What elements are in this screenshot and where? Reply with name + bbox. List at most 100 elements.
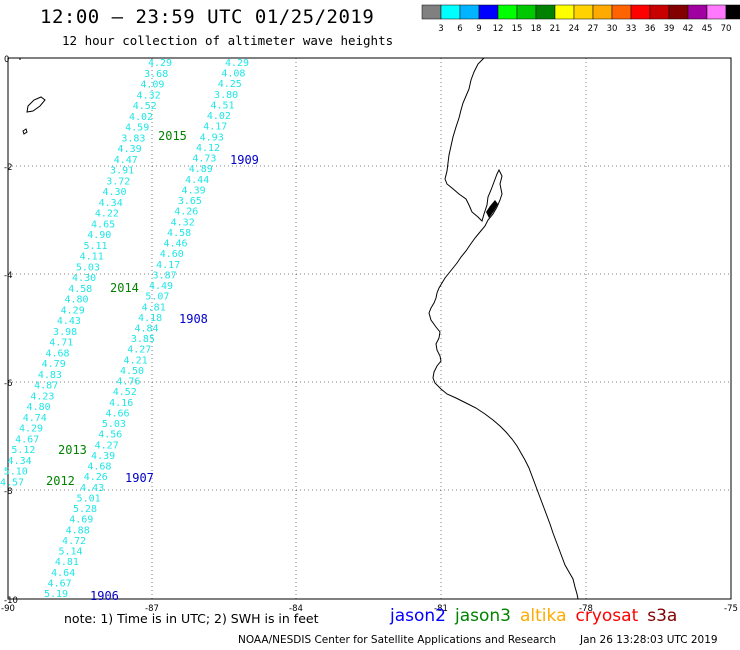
- swh-point: 4.80: [27, 402, 51, 413]
- x-tick-label: -81: [434, 604, 448, 614]
- coastline: [19, 57, 579, 600]
- satellite-cryosat: cryosat: [575, 606, 639, 626]
- swh-point: 3.85: [131, 334, 155, 345]
- swh-point: 4.16: [109, 398, 133, 409]
- scale-label: 33: [626, 24, 637, 34]
- swh-point: 4.22: [95, 209, 119, 220]
- swh-point: 4.71: [49, 338, 73, 349]
- swh-point: 3.91: [110, 166, 134, 177]
- scale-label: 6: [457, 24, 462, 34]
- x-tick-label: -78: [579, 604, 593, 614]
- satellite-jason2: jason2: [390, 606, 446, 626]
- cycle-label: 2013: [58, 443, 87, 457]
- swh-point: 4.81: [55, 557, 79, 568]
- swh-point: 3.80: [214, 90, 238, 101]
- map-subtitle: 12 hour collection of altimeter wave hei…: [62, 33, 394, 48]
- cycle-label: 2015: [158, 129, 187, 143]
- swh-point: 4.72: [62, 536, 86, 547]
- swh-point: 4.80: [64, 295, 88, 306]
- y-tick-label: -2: [4, 163, 12, 173]
- scale-label: 42: [683, 24, 694, 34]
- swh-point: 4.02: [129, 112, 153, 123]
- scale-label: 39: [664, 24, 675, 34]
- scale-label: 21: [550, 24, 561, 34]
- swh-point: 4.67: [15, 434, 39, 445]
- swh-point: 5.19: [44, 589, 68, 600]
- swh-point: 5.14: [58, 547, 82, 558]
- y-tick-label: -8: [4, 487, 12, 497]
- axis-ticks: -90 -87 -84 -81 -78 -75 0 -2 -4 -6 -8 -10: [1, 55, 738, 614]
- swh-point: 5.28: [73, 504, 97, 515]
- swh-point: 4.39: [182, 185, 206, 196]
- swh-point: 3.72: [106, 176, 130, 187]
- swh-point: 4.68: [87, 462, 111, 473]
- cycle-labels: 2015 1909 2014 1908 2013 2012 1907 1906: [46, 129, 259, 603]
- swh-point: 4.69: [69, 515, 93, 526]
- swh-point: 4.11: [80, 252, 104, 263]
- x-tick-label: -90: [1, 604, 15, 614]
- swh-point: 4.43: [57, 316, 81, 327]
- swh-point: 4.39: [91, 451, 115, 462]
- swh-point: 4.02: [207, 111, 231, 122]
- swh-point: 4.74: [23, 413, 47, 424]
- swh-point: 4.89: [189, 164, 213, 175]
- swh-point: 4.23: [30, 391, 54, 402]
- swh-point: 4.66: [105, 409, 129, 420]
- scale-label: 70: [721, 24, 732, 34]
- swh-point: 4.29: [19, 424, 43, 435]
- swh-point: 3.87: [153, 270, 177, 281]
- swh-point: 4.46: [163, 239, 187, 250]
- scale-label: 3: [438, 24, 443, 34]
- swh-point: 5.03: [76, 262, 100, 273]
- swh-point: 4.58: [68, 284, 92, 295]
- y-tick-label: -6: [4, 379, 12, 389]
- swh-point: 4.34: [99, 198, 123, 209]
- swh-point: 3.65: [178, 196, 202, 207]
- swh-point: 4.39: [118, 144, 142, 155]
- altimeter-tracks: 4.293.684.094.324.524.024.593.834.394.47…: [0, 58, 249, 600]
- swh-point: 4.29: [225, 58, 249, 69]
- y-tick-label: -10: [4, 596, 18, 606]
- cycle-label: 1907: [125, 471, 154, 485]
- map-frame: [7, 57, 732, 600]
- cycle-label: 2014: [110, 281, 139, 295]
- y-tick-label: 0: [4, 55, 9, 65]
- swh-point: 4.90: [87, 230, 111, 241]
- swh-point: 4.87: [34, 381, 58, 392]
- swh-point: 4.12: [196, 143, 220, 154]
- grid-lines: [8, 58, 731, 599]
- swh-point: 4.30: [102, 187, 126, 198]
- swh-point: 5.03: [102, 419, 126, 430]
- swh-point: 4.51: [210, 101, 234, 112]
- swh-point: 4.81: [142, 302, 166, 313]
- swh-point: 4.49: [149, 281, 173, 292]
- scale-label: 30: [607, 24, 618, 34]
- swh-point: 4.58: [167, 228, 191, 239]
- swh-point: 4.65: [91, 219, 115, 230]
- swh-point: 4.52: [133, 101, 157, 112]
- swh-point: 3.68: [144, 69, 168, 80]
- swh-point: 4.50: [120, 366, 144, 377]
- scale-label: 36: [645, 24, 656, 34]
- footer-note: note: 1) Time is in UTC; 2) SWH is in fe…: [64, 611, 319, 626]
- scale-label: 24: [569, 24, 580, 34]
- scale-label: 12: [493, 24, 504, 34]
- swh-point: 5.11: [83, 241, 107, 252]
- swh-point: 3.83: [121, 133, 145, 144]
- scale-swatch: [725, 4, 740, 20]
- swh-point: 4.27: [95, 440, 119, 451]
- swh-point: 4.47: [114, 155, 138, 166]
- swh-point: 4.32: [171, 217, 195, 228]
- swh-point: 4.26: [174, 207, 198, 218]
- swh-point: 4.52: [113, 387, 137, 398]
- cycle-label: 1906: [90, 589, 119, 603]
- scale-label: 15: [512, 24, 523, 34]
- swh-point: 4.83: [38, 370, 62, 381]
- cycle-label: 1909: [230, 153, 259, 167]
- y-tick-label: -4: [4, 271, 12, 281]
- swh-point: 4.32: [137, 90, 161, 101]
- credit-line: NOAA/NESDIS Center for Satellite Applica…: [238, 634, 556, 646]
- island: [22, 128, 28, 135]
- swh-point: 4.17: [203, 122, 227, 133]
